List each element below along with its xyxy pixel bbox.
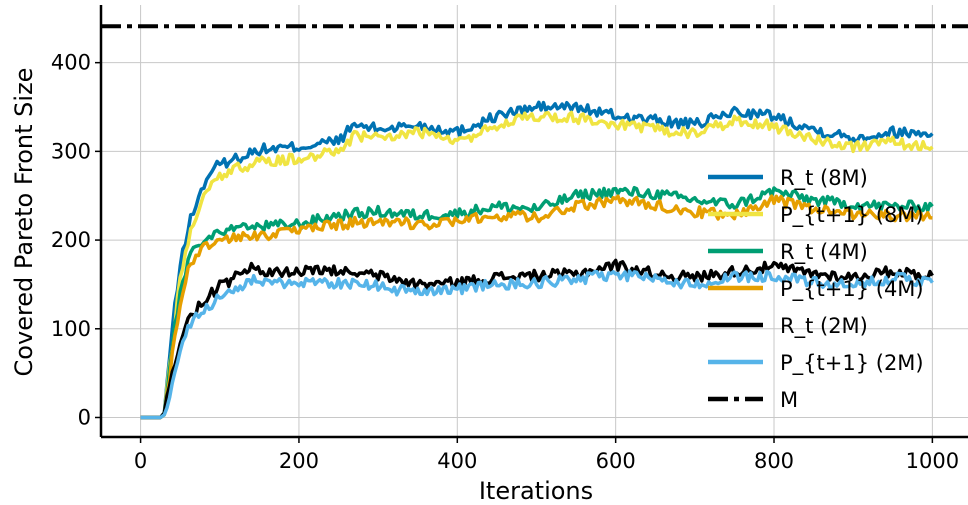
legend-label: P_{t+1} (8M) [780,203,924,228]
axes [99,5,968,439]
y-axis-label: Covered Pareto Front Size [10,68,38,377]
x-tick-label: 0 [134,449,147,473]
legend-label: P_{t+1} (2M) [780,351,924,376]
series-lines [101,24,968,420]
y-tick-label: 400 [51,51,91,75]
legend-label: P_{t+1} (4M) [780,277,924,302]
y-tick-label: 300 [51,139,91,163]
x-tick-label: 600 [596,449,636,473]
legend-label: R_t (8M) [780,166,868,191]
series-line-1 [140,110,934,420]
legend-label: R_t (4M) [780,240,868,265]
y-tick-label: 200 [51,228,91,252]
legend-label: M [780,388,798,412]
legend-label: R_t (2M) [780,314,868,339]
x-tick-label: 200 [279,449,319,473]
series-line-5 [140,269,934,420]
tick-labels: 0 200 400 600 800 1000 0 100 200 300 400 [51,51,959,473]
legend: R_t (8M) P_{t+1} (8M) R_t (4M) P_{t+1} (4M)… [708,166,924,412]
x-tick-label: 1000 [906,449,959,473]
series-line-2 [140,185,934,420]
y-tick-label: 0 [78,405,91,429]
x-tick-label: 800 [754,449,794,473]
x-tick-label: 400 [437,449,477,473]
x-axis-label: Iterations [479,477,593,505]
series-line-4 [140,258,934,420]
series-line-0 [140,100,934,420]
series-line-3 [140,194,933,420]
y-tick-label: 100 [51,317,91,341]
grid-lines [101,5,968,437]
